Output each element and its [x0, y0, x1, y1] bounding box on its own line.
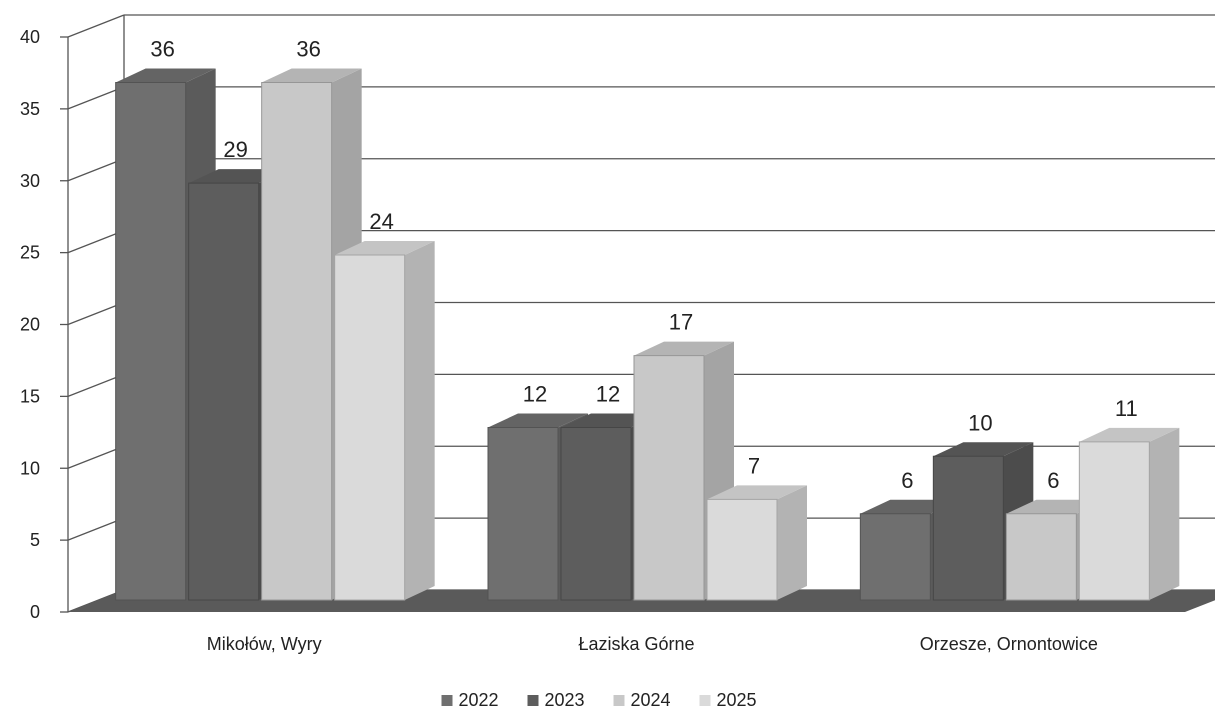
- data-label: 11: [1115, 396, 1138, 421]
- legend-swatch: [613, 695, 625, 706]
- bar-side: [777, 485, 807, 600]
- bar-side: [404, 241, 435, 600]
- bar: [261, 82, 333, 601]
- data-label: 36: [296, 37, 320, 62]
- x-category-label: Orzesze, Ornontowice: [920, 634, 1098, 654]
- gridline-side: [67, 230, 125, 254]
- y-tick-label: 35: [20, 99, 40, 119]
- bar: [706, 498, 778, 601]
- legend-swatch: [527, 695, 539, 706]
- gridline-side: [67, 158, 125, 182]
- legend-swatch: [441, 695, 453, 706]
- y-tick-label: 0: [30, 602, 40, 622]
- data-label: 12: [596, 382, 620, 407]
- data-label: 36: [150, 37, 174, 62]
- bar: [1078, 441, 1150, 601]
- data-label: 17: [669, 310, 693, 335]
- bar-top: [261, 68, 362, 83]
- y-tick-label: 20: [20, 315, 40, 335]
- legend-label: 2022: [459, 690, 499, 710]
- data-label: 7: [748, 453, 760, 478]
- bar: [487, 427, 559, 601]
- bar-top: [1079, 427, 1180, 442]
- gridline-side: [67, 86, 125, 110]
- legend-label: 2024: [631, 690, 671, 710]
- bar: [115, 82, 187, 601]
- data-label: 24: [369, 209, 393, 234]
- bar: [188, 182, 260, 601]
- x-category-label: Łaziska Górne: [578, 634, 694, 654]
- y-tick-label: 15: [20, 386, 40, 406]
- data-labels-layer: 36 29 36 24 Mikołów, Wyry 12 12 17 7 Łaziska Górn…: [150, 37, 1137, 655]
- bar: [1005, 513, 1077, 601]
- bar-top: [933, 442, 1034, 457]
- bar: [859, 513, 931, 601]
- bar-top: [634, 341, 734, 356]
- bars-layer: [115, 68, 1180, 601]
- bar-top: [488, 413, 588, 428]
- legend-label: 2023: [545, 690, 585, 710]
- y-tick-label: 30: [20, 171, 40, 191]
- gridline-side: [67, 445, 125, 469]
- data-label: 29: [223, 137, 247, 162]
- bar-top: [707, 485, 807, 500]
- data-label: 6: [901, 468, 913, 493]
- bar: [932, 455, 1004, 601]
- y-tick-label: 40: [20, 27, 40, 47]
- bar: [334, 254, 406, 601]
- gridline-side: [67, 14, 125, 38]
- x-category-label: Mikołów, Wyry: [207, 634, 322, 654]
- gridline-side: [67, 373, 125, 397]
- bar-side: [1149, 427, 1180, 600]
- bar: [633, 355, 705, 601]
- y-tick-label: 25: [20, 243, 40, 263]
- legend-label: 2025: [717, 690, 757, 710]
- data-label: 10: [968, 410, 992, 435]
- y-tick-label: 5: [30, 530, 40, 550]
- gridline-side: [67, 301, 125, 326]
- bar: [560, 427, 632, 601]
- bar-top: [115, 68, 216, 83]
- legend: 2022 2023 2024 2025: [441, 690, 757, 710]
- data-label: 12: [523, 382, 547, 407]
- legend-swatch: [699, 695, 711, 706]
- bar-top: [334, 241, 435, 255]
- data-label: 6: [1047, 468, 1059, 493]
- y-tick-label: 10: [20, 458, 40, 478]
- gridline-side: [67, 517, 125, 541]
